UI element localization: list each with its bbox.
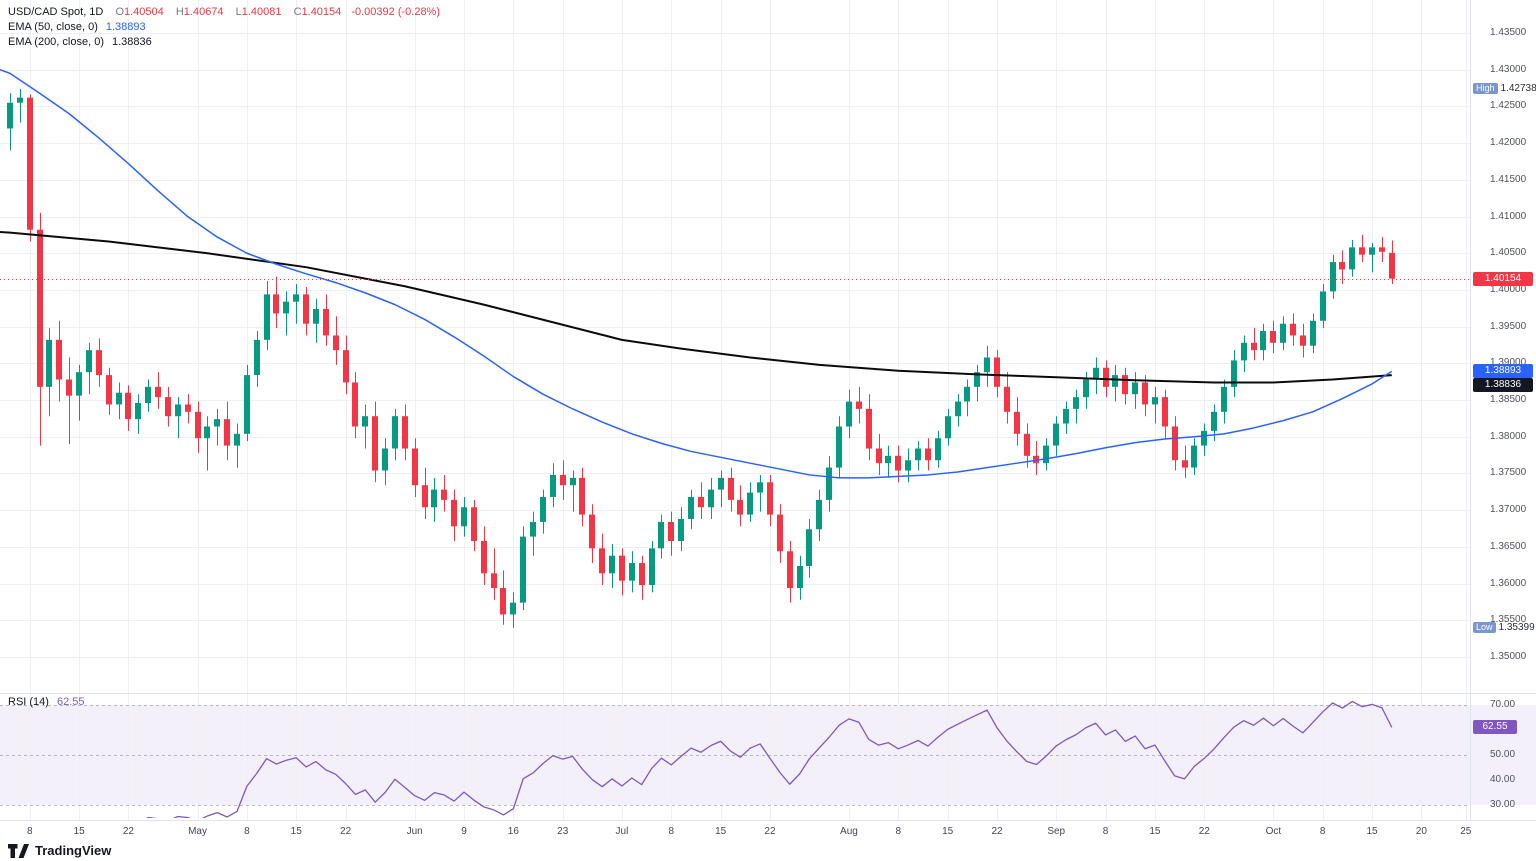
high-label: H	[175, 6, 184, 18]
rsi-legend-row: RSI (14) 62.55	[8, 696, 85, 708]
tradingview-mark-icon	[8, 843, 29, 858]
close-value: 1.40154	[301, 6, 342, 18]
rsi-axis-label: 30.00	[1490, 799, 1516, 810]
open-label: O	[115, 6, 124, 18]
time-axis-label: May	[188, 826, 207, 837]
time-axis-label: Aug	[840, 826, 858, 837]
time-axis-label: 16	[507, 826, 519, 837]
time-axis-label: 23	[557, 826, 569, 837]
time-axis-label: 22	[1198, 826, 1210, 837]
price-axis-label: 1.35500	[1490, 614, 1527, 626]
time-axis-label: 8	[1319, 826, 1326, 837]
chart-legend: USD/CAD Spot, 1D O1.40504 H1.40674 L1.40…	[8, 5, 440, 50]
low-price: 1.35399	[1498, 621, 1535, 633]
time-axis-label: 22	[122, 826, 134, 837]
time-axis-label: Jul	[615, 826, 629, 837]
ema50-value: 1.38893	[105, 21, 146, 33]
time-axis-label: 15	[1149, 826, 1161, 837]
rsi-value: 62.55	[56, 696, 85, 708]
tradingview-wordmark: TradingView	[35, 843, 112, 858]
price-axis-label: 1.37000	[1490, 504, 1527, 516]
high-price: 1.42738	[1500, 82, 1536, 94]
ema200-name[interactable]: EMA (200, close, 0)	[8, 36, 104, 48]
time-axis-label: 15	[73, 826, 85, 837]
time-axis-label: 15	[942, 826, 954, 837]
price-axis-label: 1.35000	[1490, 651, 1527, 662]
ema200-legend-row: EMA (200, close, 0) 1.38836	[8, 35, 440, 50]
time-axis-label: 15	[290, 826, 302, 837]
time-axis-label: Oct	[1265, 826, 1282, 837]
ema200-price-badge: 1.38836	[1473, 378, 1533, 393]
price-axis-label: 1.42500	[1490, 100, 1527, 112]
price-axis-label: 1.39500	[1490, 320, 1527, 332]
price-axis-label: 1.36500	[1490, 540, 1527, 552]
symbol-title[interactable]: USD/CAD Spot, 1D	[8, 6, 104, 18]
price-axis-label: 1.39000	[1490, 357, 1527, 369]
price-axis-label: 1.40500	[1490, 247, 1527, 259]
rsi-axis-label: 50.00	[1490, 749, 1516, 760]
rsi-axis-label: 40.00	[1490, 774, 1516, 785]
low-marker: Low 1.35399	[1473, 621, 1535, 634]
time-axis-label: 8	[26, 826, 33, 837]
price-axis-label: 1.38500	[1490, 394, 1527, 406]
low-label: L	[235, 6, 242, 18]
high-chip: High	[1473, 82, 1498, 94]
last-price-badge: 1.40154	[1473, 271, 1533, 286]
high-marker: High 1.42738	[1473, 82, 1536, 95]
price-axis-label: 1.38000	[1490, 430, 1527, 442]
time-axis-label: 20	[1415, 826, 1427, 837]
time-axis-label: Sep	[1047, 826, 1066, 837]
price-axis-label: 1.41000	[1490, 210, 1527, 222]
time-axis-label: 8	[244, 826, 250, 837]
low-chip: Low	[1473, 621, 1496, 633]
price-axis-label: 1.36000	[1490, 577, 1527, 589]
price-axis-label: 1.42000	[1490, 137, 1527, 149]
pane-separator[interactable]	[0, 693, 1536, 694]
time-axis-label: 8	[668, 826, 675, 837]
low-value: 1.40081	[241, 6, 282, 18]
price-axis-label: 1.43500	[1490, 27, 1527, 38]
time-axis-label: 22	[991, 826, 1003, 837]
ema50-name[interactable]: EMA (50, close, 0)	[8, 21, 98, 33]
time-axis-label: 8	[1102, 826, 1109, 837]
open-value: 1.40504	[124, 6, 164, 18]
time-axis-label: 9	[461, 826, 467, 837]
price-axis-label: 1.43000	[1490, 63, 1527, 75]
rsi-value-badge: 62.55	[1473, 720, 1517, 735]
rsi-name[interactable]: RSI (14)	[8, 696, 49, 708]
ema50-legend-row: EMA (50, close, 0) 1.38893	[8, 20, 440, 35]
time-axis-label: 8	[895, 826, 902, 837]
change-value: -0.00392 (-0.28%)	[351, 6, 441, 18]
price-axis-label: 1.41500	[1490, 173, 1527, 185]
rsi-axis-label: 70.00	[1490, 699, 1516, 710]
price-axis-border	[1470, 0, 1471, 820]
tradingview-logo[interactable]: TradingView	[8, 843, 111, 858]
high-value: 1.40674	[183, 6, 224, 18]
time-axis-label: Jun	[406, 826, 423, 837]
price-axis-label: 1.40000	[1490, 283, 1527, 295]
ema50-price-badge: 1.38893	[1473, 364, 1533, 379]
time-axis-separator	[0, 820, 1536, 821]
time-axis-label: 22	[764, 826, 776, 837]
time-axis-label: 15	[715, 826, 727, 837]
symbol-legend-row: USD/CAD Spot, 1D O1.40504 H1.40674 L1.40…	[8, 5, 440, 20]
time-axis-label: 25	[1460, 826, 1472, 837]
time-axis-label: 22	[340, 826, 352, 837]
time-axis-label: 15	[1366, 826, 1378, 837]
ema200-value: 1.38836	[112, 36, 152, 48]
price-axis-label: 1.37500	[1490, 467, 1527, 479]
close-label: C	[293, 6, 302, 18]
